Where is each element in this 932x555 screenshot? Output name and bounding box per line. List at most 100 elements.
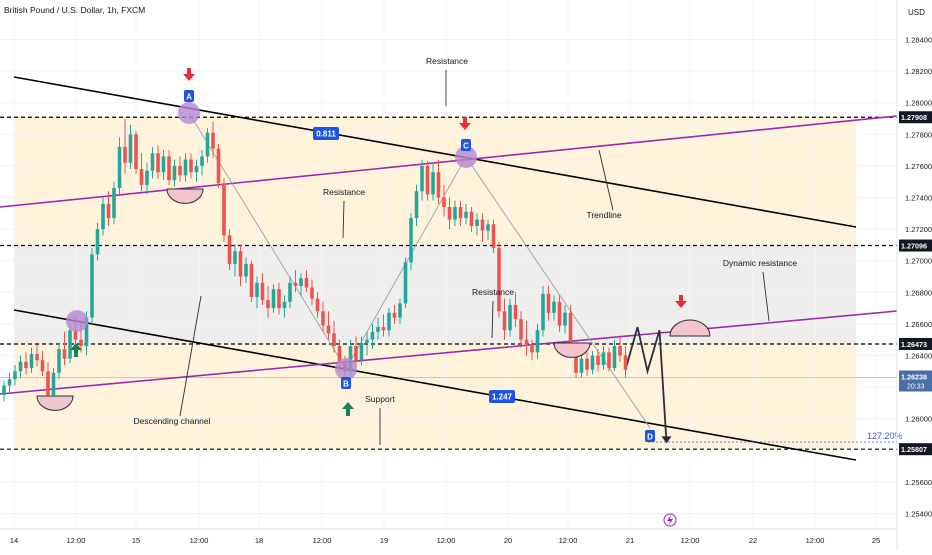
candle-body [436,172,441,198]
channel-lower-line [13,309,857,461]
candle-body [271,289,276,309]
candle-body [101,203,105,230]
candles [2,118,628,403]
time-tick-label: 21 [626,536,634,545]
candle-body [227,235,232,264]
candle-body [497,248,501,312]
candle-body [145,170,149,185]
candle-body [398,303,402,318]
candle-body [222,183,226,236]
candle-body [480,219,485,231]
candle-body [90,254,94,318]
candle-body [106,203,111,219]
candle-body [326,325,331,334]
price-axis[interactable]: 1.28400 1.28200 1.28000 1.27800 1.27600 1.274… [899,36,932,519]
candle-body [200,156,204,166]
rounded-top-shape [669,319,711,337]
candle-body [359,342,364,361]
candle-body [541,293,545,331]
resistance-trendline [0,115,898,208]
candle-body [618,346,622,356]
price-tick-label: 1.28000 [905,99,932,108]
candle-body [337,346,342,364]
candle-body [381,327,386,331]
arrow-down-icon [187,68,191,75]
fib-ratio-box [489,390,515,403]
candle-body [365,339,369,343]
candle-body [370,331,375,340]
candle-body [299,278,303,286]
candle-body [557,301,562,326]
candle-body [315,298,320,312]
candle-body [161,156,166,173]
candle-body [35,353,39,361]
price-tick-label: 1.26800 [905,288,932,297]
point-tag-label: A [186,93,192,102]
price-tick-label: 1.27400 [905,194,932,203]
annotations: A B C D 0.811 1.247 127.20% Resistance Resistanc… [36,56,903,527]
price-tick-label: 1.27200 [905,225,932,234]
candle-body [13,371,17,380]
candle-body [189,159,193,173]
time-tick-label: 14 [10,536,18,545]
candle-body [216,148,221,184]
arrow-down-icon [675,301,687,308]
pivot-circle [335,358,357,380]
price-tick-label: 1.26000 [905,415,932,424]
annotation-pointer [342,200,345,239]
rounded-bottom-shape [166,188,204,204]
drawing-lines [0,76,898,461]
candle-body [205,132,210,157]
candle-body [508,304,512,331]
candle-body [409,218,413,263]
candle-body [29,353,34,369]
fib-ratio-label: 1.247 [492,393,513,402]
candle-body [612,346,617,369]
price-tick-label: 1.27000 [905,257,932,266]
pivot-circle [66,310,88,332]
last-price-label: 1.26238 [901,373,927,382]
time-tick-label: 22 [749,536,757,545]
candle-body [117,146,122,189]
lightning-icon [663,513,677,527]
candle-body [623,355,628,370]
arrow-down-icon [459,123,471,130]
annotation-label: Descending channel [133,416,210,426]
level-price-tag [899,111,932,124]
arrow-down-icon [463,117,467,124]
point-tag-label: B [343,380,349,389]
candle-body [458,206,463,219]
annotation-label: Resistance [472,287,514,297]
candle-body [2,385,6,395]
candle-body [376,327,380,332]
candle-body [442,197,446,207]
annotation-pointer [598,149,614,211]
candle-body [244,263,248,277]
price-tick-label: 1.27600 [905,162,932,171]
candle-body [293,282,298,286]
candle-body [431,172,435,195]
shaded-zones [14,117,856,450]
candle-body [321,311,325,326]
time-tick-label: 18 [255,536,263,545]
candle-body [546,293,551,313]
candle-body [167,156,171,181]
last-price-tag [899,370,932,392]
annotation-label: Trendline [586,210,621,220]
candle-body [304,278,309,288]
candle-body [519,319,523,340]
candle-body [277,289,281,309]
time-axis[interactable]: 14 12:00 15 12:00 18 12:00 19 12:00 20 12:00 21 12:… [10,536,880,545]
arrow-down-icon [679,295,683,302]
point-tag-label: C [463,142,469,151]
candle-body [486,224,490,231]
candle-body [464,211,468,219]
time-tick-label: 15 [132,536,140,545]
candle-body [156,153,160,173]
candle-body [475,219,479,226]
arrow-up-icon [70,343,82,350]
projection-path [624,326,668,443]
time-tick-label: 12:00 [437,536,456,545]
candle-body [453,206,457,220]
